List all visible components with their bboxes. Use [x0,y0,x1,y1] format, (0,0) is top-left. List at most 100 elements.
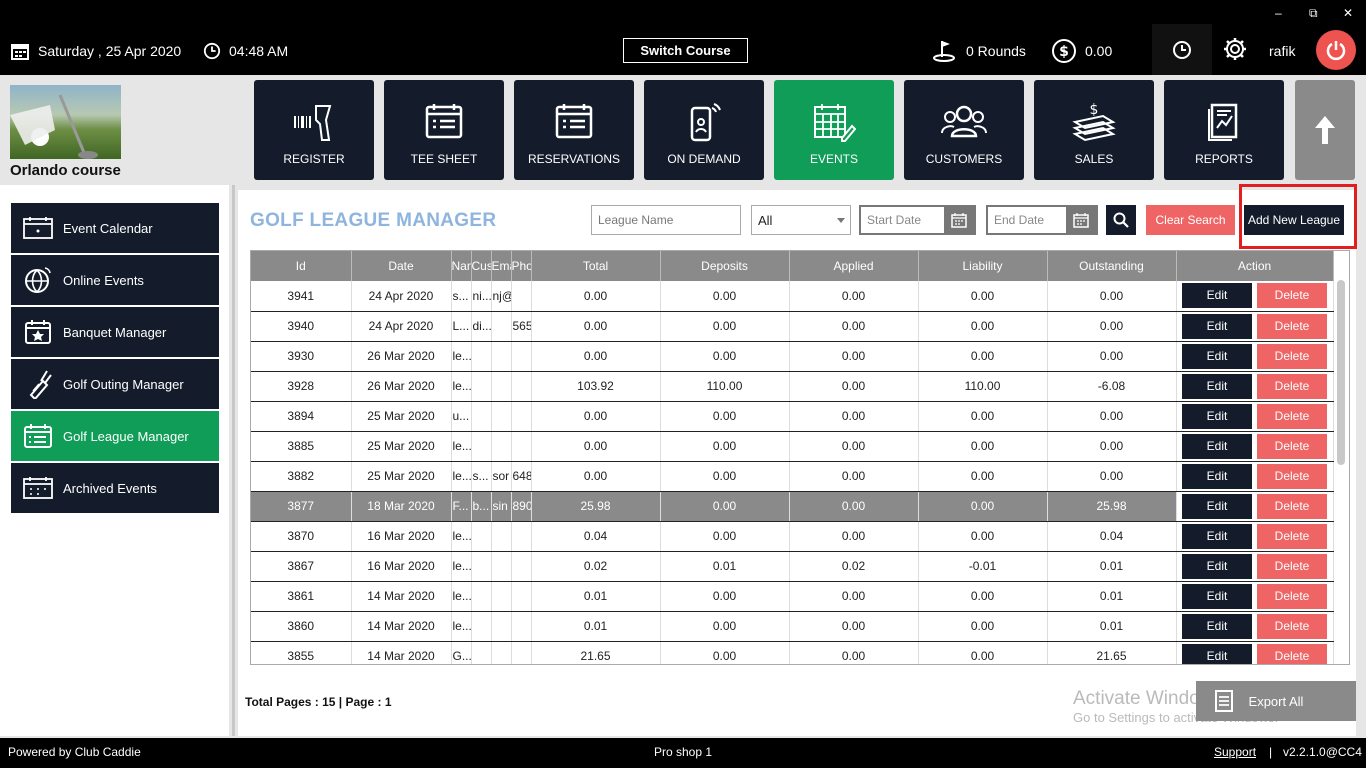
edit-button[interactable]: Edit [1182,463,1252,489]
table-row[interactable]: 3894 25 Mar 2020 u... 0.00 0.00 0.00 0.00 0.00 E… [251,401,1334,432]
edit-button[interactable]: Edit [1182,343,1252,369]
nav-sales[interactable]: $ SALES [1034,80,1154,180]
delete-button[interactable]: Delete [1257,433,1327,459]
table-cell: 0.00 [660,311,790,342]
minimize-icon[interactable]: – [1275,6,1282,20]
status-filter-select[interactable]: All [751,205,851,235]
league-name-input[interactable]: League Name [591,205,741,235]
column-header[interactable]: Total [531,251,661,281]
end-date-picker-button[interactable] [1066,207,1096,233]
delete-button[interactable]: Delete [1257,583,1327,609]
delete-button[interactable]: Delete [1257,463,1327,489]
end-date-field[interactable]: End Date [986,205,1098,235]
edit-button[interactable]: Edit [1182,283,1252,309]
table-row[interactable]: 3877 18 Mar 2020 F... b... sin 890 25.98 0.00 0.… [251,491,1334,522]
table-row[interactable]: 3855 14 Mar 2020 G... 21.65 0.00 0.00 0.00 21.6… [251,641,1334,664]
sidebar-item-label: Online Events [63,272,144,288]
table-cell: 0.00 [660,401,790,432]
switch-course-button[interactable]: Switch Course [623,38,748,63]
table-row[interactable]: 3928 26 Mar 2020 le... 103.92 110.00 0.00 110.… [251,371,1334,402]
sidebar-item-online-events[interactable]: Online Events [11,255,219,305]
sidebar-item-golf-league-manager[interactable]: Golf League Manager [11,411,219,461]
column-header[interactable]: Deposits [660,251,790,281]
sidebar-item-golf-outing-manager[interactable]: Golf Outing Manager [11,359,219,409]
nav-reservations[interactable]: RESERVATIONS [514,80,634,180]
delete-button[interactable]: Delete [1257,403,1327,429]
start-date-field[interactable]: Start Date [859,205,976,235]
column-header[interactable]: Liability [918,251,1048,281]
sidebar-item-archived-events[interactable]: Archived Events [11,463,219,513]
column-header[interactable]: Cus [471,251,492,281]
table-row[interactable]: 3861 14 Mar 2020 le... 0.01 0.00 0.00 0.00 0.01… [251,581,1334,612]
start-date-picker-button[interactable] [944,207,974,233]
history-button[interactable] [1152,24,1212,75]
logout-button[interactable] [1316,30,1356,70]
column-header[interactable]: Nam [451,251,472,281]
edit-button[interactable]: Edit [1182,643,1252,664]
gear-icon [1224,38,1246,60]
table-row[interactable]: 3870 16 Mar 2020 le... 0.04 0.00 0.00 0.00 0.04… [251,521,1334,552]
edit-button[interactable]: Edit [1182,583,1252,609]
nav-events[interactable]: EVENTS [774,80,894,180]
table-cell [511,611,532,642]
table-row[interactable]: 3882 25 Mar 2020 le... s... sor 648 0.00 0.00 0.… [251,461,1334,492]
column-header[interactable]: Pho [511,251,532,281]
delete-button[interactable]: Delete [1257,523,1327,549]
delete-button[interactable]: Delete [1257,493,1327,519]
column-header[interactable]: Date [351,251,452,281]
nav-on-demand[interactable]: ON DEMAND [644,80,764,180]
edit-button[interactable]: Edit [1182,613,1252,639]
restore-icon[interactable]: ⧉ [1309,6,1318,20]
column-header[interactable]: Ema [491,251,512,281]
delete-button[interactable]: Delete [1257,343,1327,369]
close-icon[interactable]: ✕ [1343,6,1354,20]
table-scrollbar[interactable] [1337,280,1345,465]
delete-button[interactable]: Delete [1257,283,1327,309]
delete-button[interactable]: Delete [1257,373,1327,399]
panel-divider[interactable] [232,185,235,736]
delete-button[interactable]: Delete [1257,613,1327,639]
edit-button[interactable]: Edit [1182,313,1252,339]
delete-button[interactable]: Delete [1257,553,1327,579]
calendar-icon [23,217,53,239]
export-all-button[interactable]: Export All [1196,681,1356,721]
table-row[interactable]: 3885 25 Mar 2020 le... 0.00 0.00 0.00 0.00 0.00… [251,431,1334,462]
add-new-league-button[interactable]: Add New League [1244,205,1344,235]
edit-button[interactable]: Edit [1182,553,1252,579]
table-row[interactable]: 3860 14 Mar 2020 le... 0.01 0.00 0.00 0.00 0.01… [251,611,1334,642]
delete-button[interactable]: Delete [1257,643,1327,664]
column-header[interactable]: Action [1176,251,1334,281]
column-header[interactable]: Id [251,251,352,281]
table-cell [491,371,512,402]
nav-reports[interactable]: REPORTS [1164,80,1284,180]
table-row[interactable]: 3940 24 Apr 2020 L... di... 565 0.00 0.00 0.00 0… [251,311,1334,342]
table-cell: 3870 [251,521,352,552]
scroll-up-button[interactable] [1295,80,1355,180]
search-button[interactable] [1106,205,1136,235]
table-cell: 3885 [251,431,352,462]
sidebar-item-banquet-manager[interactable]: Banquet Manager [11,307,219,357]
column-header[interactable]: Outstanding [1047,251,1177,281]
sidebar-item-event-calendar[interactable]: Event Calendar [11,203,219,253]
edit-button[interactable]: Edit [1182,373,1252,399]
edit-button[interactable]: Edit [1182,433,1252,459]
nav-customers[interactable]: CUSTOMERS [904,80,1024,180]
nav-register[interactable]: REGISTER [254,80,374,180]
table-cell: 0.00 [789,461,919,492]
edit-button[interactable]: Edit [1182,523,1252,549]
edit-button[interactable]: Edit [1182,403,1252,429]
support-link[interactable]: Support [1214,745,1257,759]
table-cell: 0.00 [789,641,919,664]
nav-tee-sheet[interactable]: TEE SHEET [384,80,504,180]
table-row[interactable]: 3867 16 Mar 2020 le... 0.02 0.01 0.02 -0.01 0.0… [251,551,1334,582]
table-row[interactable]: 3930 26 Mar 2020 le... 0.00 0.00 0.00 0.00 0.00… [251,341,1334,372]
column-header[interactable]: Applied [789,251,919,281]
table-cell [511,551,532,582]
settings-button[interactable] [1221,37,1257,61]
table-cell: 0.00 [660,491,790,522]
delete-button[interactable]: Delete [1257,313,1327,339]
edit-button[interactable]: Edit [1182,493,1252,519]
clear-search-button[interactable]: Clear Search [1146,205,1235,235]
user-name[interactable]: rafik [1269,43,1296,59]
